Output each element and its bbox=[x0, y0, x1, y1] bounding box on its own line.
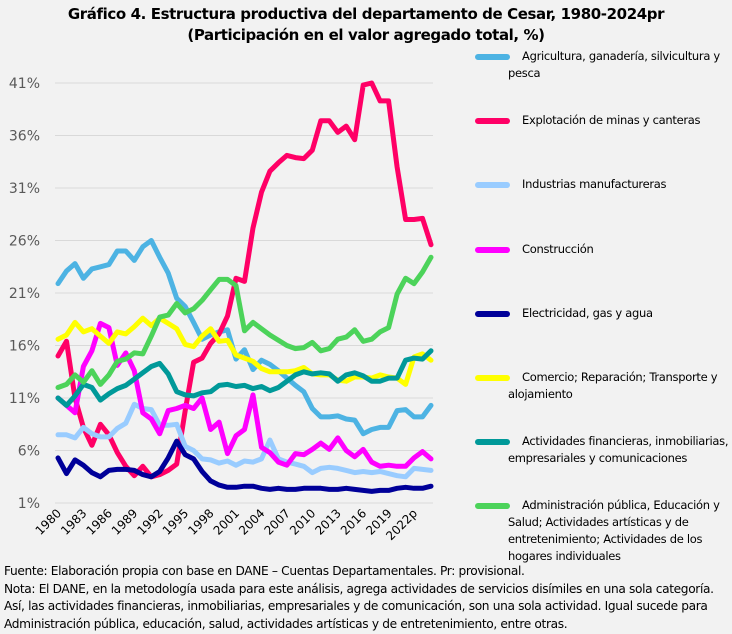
legend-item-financieras: Actividades financieras, inmobiliarias, … bbox=[470, 433, 730, 467]
legend-swatch bbox=[475, 182, 510, 188]
series-line-2 bbox=[55, 80, 434, 480]
y-tick-label: 31% bbox=[9, 181, 40, 197]
series-line-3 bbox=[55, 401, 434, 480]
x-tick-label: 2013 bbox=[312, 506, 343, 537]
x-tick-label: 1995 bbox=[160, 506, 191, 537]
legend-item-comercio: Comercio; Reparación; Transporte y aloja… bbox=[470, 369, 730, 403]
methodology-note-2: Así, las actividades financieras, inmobi… bbox=[4, 599, 708, 613]
legend-swatch bbox=[475, 439, 510, 445]
legend-label: Agricultura, ganadería, silvicultura y p… bbox=[508, 49, 720, 80]
chart-title: Gráfico 4. Estructura productiva del dep… bbox=[0, 4, 732, 46]
legend-swatch bbox=[475, 503, 510, 509]
x-tick-label: 1998 bbox=[185, 506, 216, 537]
series-line-7 bbox=[55, 348, 434, 408]
legend-item-minas: Explotación de minas y canteras bbox=[470, 112, 730, 129]
y-tick-label: 11% bbox=[9, 391, 40, 407]
legend-label: Comercio; Reparación; Transporte y aloja… bbox=[508, 370, 718, 401]
x-tick-label: 1983 bbox=[58, 506, 89, 537]
x-tick-label: 2001 bbox=[211, 506, 242, 537]
legend-label: Industrias manufactureras bbox=[522, 177, 667, 191]
legend-item-administracion: Administración pública, Educación y Salu… bbox=[470, 497, 730, 565]
legend-label: Electricidad, gas y agua bbox=[522, 306, 653, 320]
y-tick-label: 21% bbox=[9, 286, 40, 302]
chart-title-line1: Gráfico 4. Estructura productiva del dep… bbox=[67, 5, 665, 23]
legend-swatch bbox=[475, 118, 510, 124]
series-line-8 bbox=[55, 254, 434, 390]
x-tick-label: 2007 bbox=[262, 506, 293, 537]
legend-swatch bbox=[475, 247, 510, 253]
y-tick-label: 36% bbox=[9, 129, 40, 145]
y-axis-ticks: 1% 6% 11% 16% 21% 26% 31% 36% 41% bbox=[9, 76, 40, 512]
methodology-note-3: Administración pública, educación, salud… bbox=[4, 616, 568, 631]
legend-item-electricidad: Electricidad, gas y agua bbox=[470, 305, 730, 322]
y-tick-label: 6% bbox=[18, 444, 40, 460]
y-tick-label: 1% bbox=[18, 496, 40, 512]
legend-label: Administración pública, Educación y Salu… bbox=[508, 498, 720, 563]
y-tick-label: 41% bbox=[9, 76, 40, 92]
x-tick-label: 2010 bbox=[287, 506, 318, 537]
legend-item-industrias: Industrias manufactureras bbox=[470, 176, 730, 193]
y-tick-label: 16% bbox=[9, 339, 40, 355]
series-line-5 bbox=[55, 438, 434, 494]
x-tick-label: 1992 bbox=[134, 506, 165, 537]
legend-swatch bbox=[475, 311, 510, 317]
legend-swatch bbox=[475, 375, 510, 381]
legend-item-agricultura: Agricultura, ganadería, silvicultura y p… bbox=[470, 48, 730, 82]
source-note: Fuente: Elaboración propia con base en D… bbox=[4, 564, 525, 578]
legend-item-construccion: Construcción bbox=[470, 241, 730, 258]
legend-label: Actividades financieras, inmobiliarias, … bbox=[508, 434, 729, 465]
x-tick-label: 2016 bbox=[338, 506, 369, 537]
series-lines bbox=[55, 80, 434, 494]
x-tick-label: 2004 bbox=[236, 506, 267, 537]
legend-label: Explotación de minas y canteras bbox=[522, 113, 701, 127]
x-tick-label: 1986 bbox=[83, 506, 114, 537]
legend-label: Construcción bbox=[522, 242, 594, 256]
chart-title-line2: (Participación en el valor agregado tota… bbox=[187, 26, 545, 44]
footer-notes: Fuente: Elaboración propia con base en D… bbox=[4, 563, 730, 633]
series-line-1 bbox=[55, 238, 434, 437]
methodology-note-1: Nota: El DANE, en la metodología usada p… bbox=[4, 581, 714, 596]
legend-swatch bbox=[475, 54, 510, 60]
x-axis-ticks: 1980198319861989199219951998200120042007… bbox=[33, 506, 421, 543]
x-tick-label: 1989 bbox=[109, 506, 140, 537]
y-tick-label: 26% bbox=[9, 234, 40, 250]
